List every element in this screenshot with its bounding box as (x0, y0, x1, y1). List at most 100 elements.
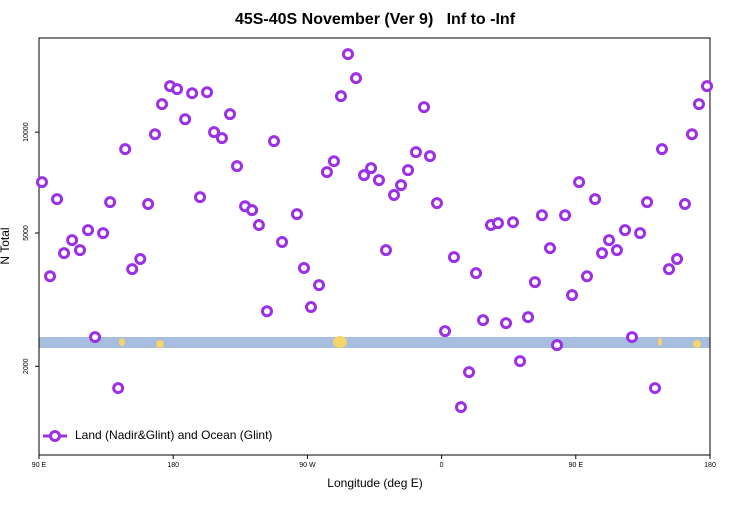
point (559, 209, 572, 222)
point (358, 169, 371, 182)
point (142, 198, 155, 211)
point (463, 366, 476, 379)
y-tick-label: 5000 (23, 225, 30, 241)
point (395, 179, 408, 192)
point (112, 382, 125, 395)
point (35, 176, 48, 189)
point (89, 331, 102, 344)
point (619, 224, 632, 237)
point (447, 251, 460, 264)
x-tick-label: 90 E (569, 462, 584, 469)
point (692, 98, 705, 111)
point (678, 198, 691, 211)
point (551, 339, 564, 352)
point (97, 227, 110, 240)
point (701, 80, 714, 93)
point (186, 87, 199, 100)
point (507, 216, 520, 229)
point (379, 244, 392, 257)
point (313, 279, 326, 292)
x-tick-label: 180 (704, 462, 716, 469)
x-tick-label: 0 (440, 462, 444, 469)
point (430, 197, 443, 210)
point (304, 301, 317, 314)
point (276, 235, 289, 248)
point (246, 204, 259, 217)
chart-title: 45S-40S November (Ver 9) Inf to -Inf (235, 11, 516, 28)
point (149, 128, 162, 141)
y-tick-label: 2000 (23, 358, 30, 374)
plot-frame (38, 37, 711, 456)
point (267, 135, 280, 148)
point (260, 305, 273, 318)
x-axis-label: Longitude (deg E) (327, 476, 422, 490)
point (603, 234, 616, 247)
x-tick-label: 90 W (299, 462, 316, 469)
point (514, 355, 527, 368)
point (208, 126, 221, 139)
point (104, 196, 117, 209)
point (648, 382, 661, 395)
x-tick-label: 90 E (32, 462, 47, 469)
point (74, 244, 87, 257)
point (156, 98, 169, 111)
point (51, 193, 64, 206)
point (134, 253, 147, 266)
point (634, 227, 647, 240)
point (491, 217, 504, 230)
point (320, 166, 333, 179)
point (566, 289, 579, 302)
point (372, 174, 385, 187)
legend-label: Land (Nadir&Glint) and Ocean (Glint) (75, 428, 272, 442)
point (500, 317, 513, 330)
point (439, 325, 452, 338)
point (231, 160, 244, 173)
point (626, 331, 639, 344)
point (126, 263, 139, 276)
point (470, 267, 483, 280)
point (290, 208, 303, 221)
point (82, 224, 95, 237)
point (589, 193, 602, 206)
point (297, 262, 310, 275)
point (580, 270, 593, 283)
point (327, 155, 340, 168)
point (194, 191, 207, 204)
legend-marker (49, 430, 61, 442)
point (685, 128, 698, 141)
point (334, 90, 347, 103)
point (119, 143, 132, 156)
point (662, 263, 675, 276)
y-tick-label: 10000 (23, 122, 30, 142)
point (66, 234, 79, 247)
point (528, 276, 541, 289)
point (171, 83, 184, 96)
point (252, 219, 265, 232)
point (641, 196, 654, 209)
surface-strip (39, 336, 710, 348)
point (402, 164, 415, 177)
point (341, 48, 354, 61)
x-tick-label: 180 (167, 462, 179, 469)
point (409, 146, 422, 159)
point (535, 209, 548, 222)
point (596, 247, 609, 260)
point (58, 247, 71, 260)
point (522, 311, 535, 324)
point (655, 143, 668, 156)
point (573, 176, 586, 189)
point (350, 72, 363, 85)
point (44, 270, 57, 283)
point (454, 401, 467, 414)
point (610, 244, 623, 257)
point (179, 113, 192, 126)
point (544, 242, 557, 255)
point (423, 150, 436, 163)
point (201, 86, 214, 99)
point (671, 253, 684, 266)
y-axis-label: N Total (0, 227, 12, 264)
point (365, 162, 378, 175)
point (388, 189, 401, 202)
point (477, 314, 490, 327)
